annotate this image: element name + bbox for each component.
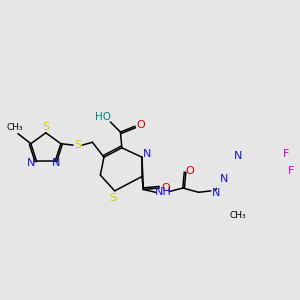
Text: CH₃: CH₃ xyxy=(230,212,246,220)
Text: HO: HO xyxy=(95,112,111,122)
Text: N: N xyxy=(52,158,61,168)
Text: S: S xyxy=(110,193,117,203)
Text: O: O xyxy=(186,166,194,176)
Text: N: N xyxy=(220,174,228,184)
Text: N: N xyxy=(212,188,221,198)
Text: N: N xyxy=(234,151,242,161)
Text: N: N xyxy=(27,158,35,168)
Text: F: F xyxy=(287,167,294,176)
Text: S: S xyxy=(42,122,50,132)
Text: O: O xyxy=(136,120,145,130)
Text: F: F xyxy=(283,148,289,158)
Text: O: O xyxy=(161,183,170,193)
Text: N: N xyxy=(143,149,151,159)
Text: CH₃: CH₃ xyxy=(6,123,23,132)
Text: NH: NH xyxy=(155,187,172,197)
Text: S: S xyxy=(74,140,82,150)
